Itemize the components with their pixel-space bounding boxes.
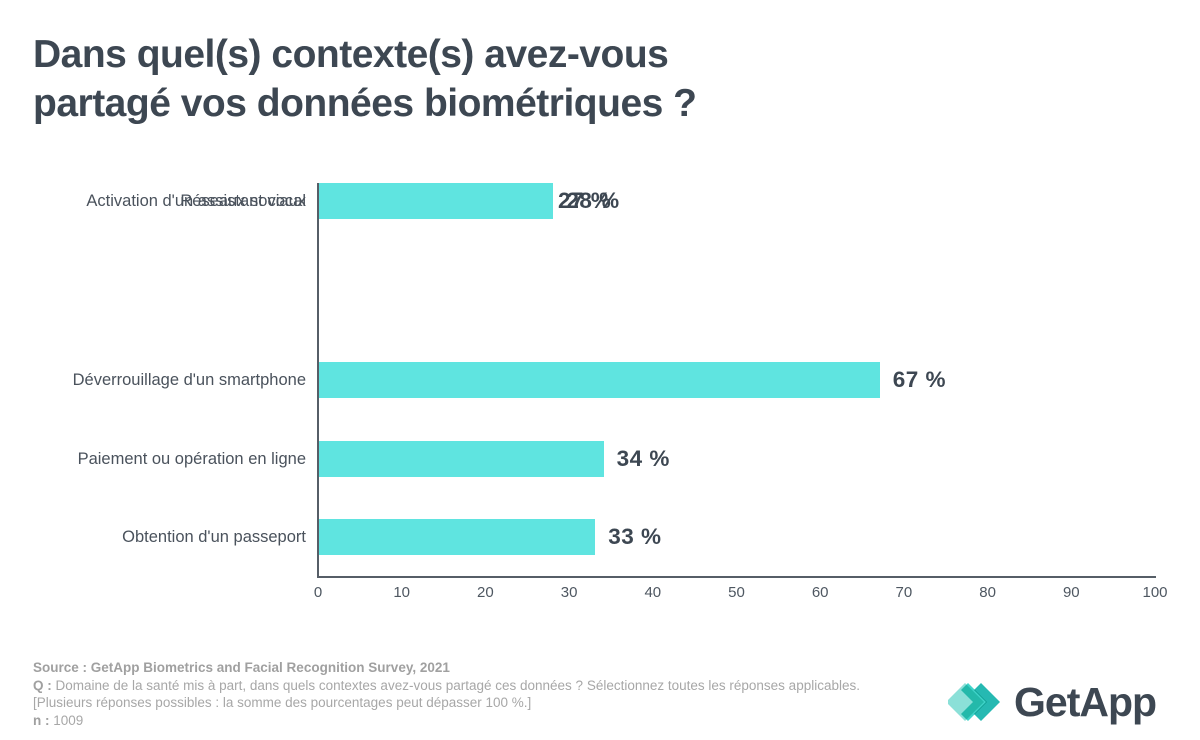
bar-row-passeport: Obtention d'un passeport 33 % <box>0 519 1200 555</box>
category-label: Déverrouillage d'un smartphone <box>72 371 306 389</box>
category-label: Obtention d'un passeport <box>122 528 306 546</box>
getapp-logo-text: GetApp <box>1014 679 1157 725</box>
category-label: Paiement ou opération en ligne <box>77 450 306 468</box>
bar-row-paiement: Paiement ou opération en ligne 34 % <box>0 441 1200 477</box>
x-tick: 10 <box>393 584 411 601</box>
x-tick: 70 <box>895 584 913 601</box>
x-axis-line <box>317 576 1156 578</box>
getapp-diamonds-icon <box>948 683 1000 721</box>
value-label: 28 % <box>566 188 620 213</box>
x-axis-ticks: 0 10 20 30 40 50 60 70 80 90 100 <box>314 584 1168 604</box>
bar-paiement <box>319 441 604 477</box>
category-label: Réseaux sociaux <box>180 192 306 210</box>
category-label: Activation d'un assistant vocal <box>86 192 306 210</box>
question-line: Q : Domaine de la santé mis à part, dans… <box>33 677 860 711</box>
footer-notes: Source : GetApp Biometrics and Facial Re… <box>33 659 878 729</box>
x-tick: 50 <box>728 584 745 601</box>
value-label: 67 % <box>892 367 947 392</box>
y-axis-line <box>317 183 319 578</box>
x-tick: 100 <box>1142 584 1168 601</box>
x-tick: 80 <box>979 584 996 601</box>
bar-passeport <box>319 519 596 555</box>
title-line-1: Dans quel(s) contexte(s) avez-vous <box>33 33 669 76</box>
x-tick: 0 <box>313 584 323 601</box>
bar-chart: Déverrouillage d'un smartphone 67 % Paie… <box>0 183 1200 623</box>
x-tick: 60 <box>811 584 829 601</box>
bar-smartphone <box>319 362 880 398</box>
source-line: Source : GetApp Biometrics and Facial Re… <box>33 660 450 675</box>
bar-row-assistant: Activation d'un assistant vocal 27 % <box>0 183 1200 219</box>
bar-assistant <box>319 183 545 219</box>
sample-size-line: n : 1009 <box>33 712 84 728</box>
title-line-2: partagé vos données biométriques ? <box>33 82 697 125</box>
getapp-logo: GetApp <box>948 672 1168 732</box>
page-title: Dans quel(s) contexte(s) avez-vous parta… <box>33 30 913 128</box>
value-label: 34 % <box>616 446 670 471</box>
x-tick: 90 <box>1062 584 1080 601</box>
value-label: 33 % <box>608 524 662 549</box>
value-label: 27 % <box>557 188 612 213</box>
x-tick: 20 <box>477 584 494 601</box>
bar-row-smartphone: Déverrouillage d'un smartphone 67 % <box>0 362 1200 398</box>
x-tick: 30 <box>560 584 578 601</box>
x-tick: 40 <box>644 584 662 601</box>
